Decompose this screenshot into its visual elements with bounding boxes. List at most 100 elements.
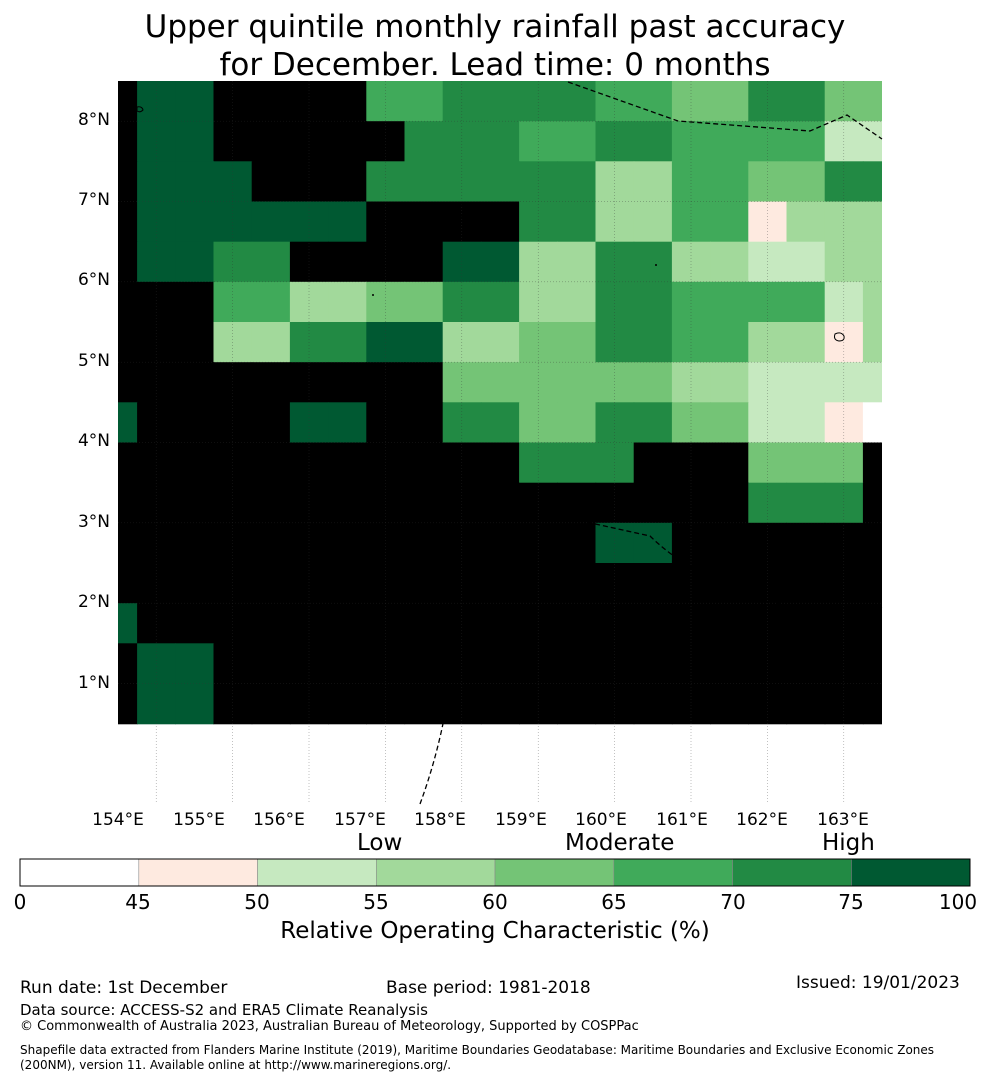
roc-cell xyxy=(862,402,882,444)
roc-cell xyxy=(366,161,406,203)
roc-cell xyxy=(633,281,673,323)
colorbar-segment xyxy=(257,858,377,887)
roc-cell xyxy=(786,161,826,203)
roc-cell xyxy=(595,81,635,122)
map-title-line-2: for December. Lead time: 0 months xyxy=(219,47,771,83)
roc-cell xyxy=(901,202,940,243)
roc-cell xyxy=(175,201,215,243)
roc-cell xyxy=(328,121,367,162)
roc-cell xyxy=(289,402,329,444)
roc-cell xyxy=(289,81,329,122)
lat-label: 7°N xyxy=(77,190,110,210)
roc-cell xyxy=(213,81,253,82)
roc-cell xyxy=(671,161,711,203)
roc-cell xyxy=(251,362,291,403)
roc-cell xyxy=(175,683,215,725)
roc-cell xyxy=(442,81,482,82)
roc-cell xyxy=(328,402,367,444)
roc-cell xyxy=(366,603,406,644)
roc-cell xyxy=(442,322,482,363)
roc-cell xyxy=(137,241,176,283)
roc-cell xyxy=(289,241,329,283)
roc-cell xyxy=(251,201,291,243)
roc-cell xyxy=(710,121,749,162)
roc-cell xyxy=(480,322,520,363)
roc-cell xyxy=(480,603,520,644)
roc-cell xyxy=(519,603,558,644)
roc-cell xyxy=(824,643,864,685)
roc-cell xyxy=(442,522,482,564)
roc-cell xyxy=(118,161,138,203)
roc-cell xyxy=(328,683,367,725)
roc-cell xyxy=(251,402,291,444)
roc-cell xyxy=(328,201,367,243)
roc-cell xyxy=(595,522,635,564)
islet-dot xyxy=(372,294,374,296)
roc-cell xyxy=(824,563,864,604)
roc-cell xyxy=(404,603,444,644)
roc-cell xyxy=(480,643,520,685)
roc-cell xyxy=(557,121,597,162)
lat-label: 2°N xyxy=(77,592,110,612)
roc-cell xyxy=(671,522,711,564)
roc-cell xyxy=(213,281,253,323)
colorbar-tick: 75 xyxy=(838,890,864,914)
roc-cell xyxy=(595,563,635,604)
roc-cell xyxy=(710,281,749,323)
roc-cell xyxy=(442,482,482,524)
roc-cell xyxy=(557,81,597,82)
legend-category-moderate: Moderate xyxy=(565,830,675,856)
roc-cell xyxy=(824,603,864,644)
roc-cell xyxy=(137,563,176,604)
roc-cell xyxy=(366,442,406,484)
roc-cell xyxy=(251,442,291,484)
roc-cell xyxy=(557,643,597,685)
roc-cell xyxy=(480,161,520,203)
issued-date: Issued: 19/01/2023 xyxy=(796,973,960,993)
roc-cell xyxy=(633,442,673,484)
roc-cell xyxy=(786,442,826,484)
colorbar-tick: 50 xyxy=(244,890,270,914)
roc-cell xyxy=(862,603,882,644)
roc-cell xyxy=(251,121,291,162)
roc-cell xyxy=(328,281,367,323)
roc-cell xyxy=(366,683,406,725)
roc-cell xyxy=(328,482,367,524)
colorbar-tick: 100 xyxy=(938,890,978,914)
roc-cell xyxy=(137,683,176,725)
shapefile-credit: Shapefile data extracted from Flanders M… xyxy=(20,1043,935,1072)
roc-cell xyxy=(824,362,864,403)
roc-cell xyxy=(748,121,788,162)
roc-cell xyxy=(901,563,940,604)
roc-cell xyxy=(289,603,329,644)
roc-cell xyxy=(786,482,826,524)
roc-cell xyxy=(862,522,882,564)
roc-cell xyxy=(366,241,406,283)
roc-cell xyxy=(595,241,635,283)
roc-cell xyxy=(671,81,711,122)
roc-cell xyxy=(213,522,253,564)
roc-cell xyxy=(175,81,215,122)
roc-cell xyxy=(289,161,329,203)
roc-cell xyxy=(671,241,711,283)
roc-cell xyxy=(633,121,673,162)
colorbar-segment xyxy=(138,858,258,887)
roc-cell xyxy=(671,603,711,644)
roc-cell xyxy=(710,482,749,524)
roc-cell xyxy=(862,362,882,403)
roc-cell xyxy=(366,402,406,444)
roc-cell xyxy=(595,161,635,203)
roc-cell xyxy=(366,81,406,122)
lon-label: 160°E xyxy=(575,810,627,830)
lon-label: 161°E xyxy=(656,810,708,830)
colorbar-segment xyxy=(494,858,615,887)
roc-cell xyxy=(137,81,176,82)
roc-cell xyxy=(404,563,444,604)
colorbar-segment xyxy=(850,858,971,887)
roc-cell xyxy=(289,482,329,524)
roc-cell xyxy=(289,522,329,564)
roc-cell xyxy=(595,442,635,484)
roc-cell xyxy=(824,482,864,524)
roc-cell xyxy=(748,603,788,644)
roc-cell xyxy=(404,643,444,685)
